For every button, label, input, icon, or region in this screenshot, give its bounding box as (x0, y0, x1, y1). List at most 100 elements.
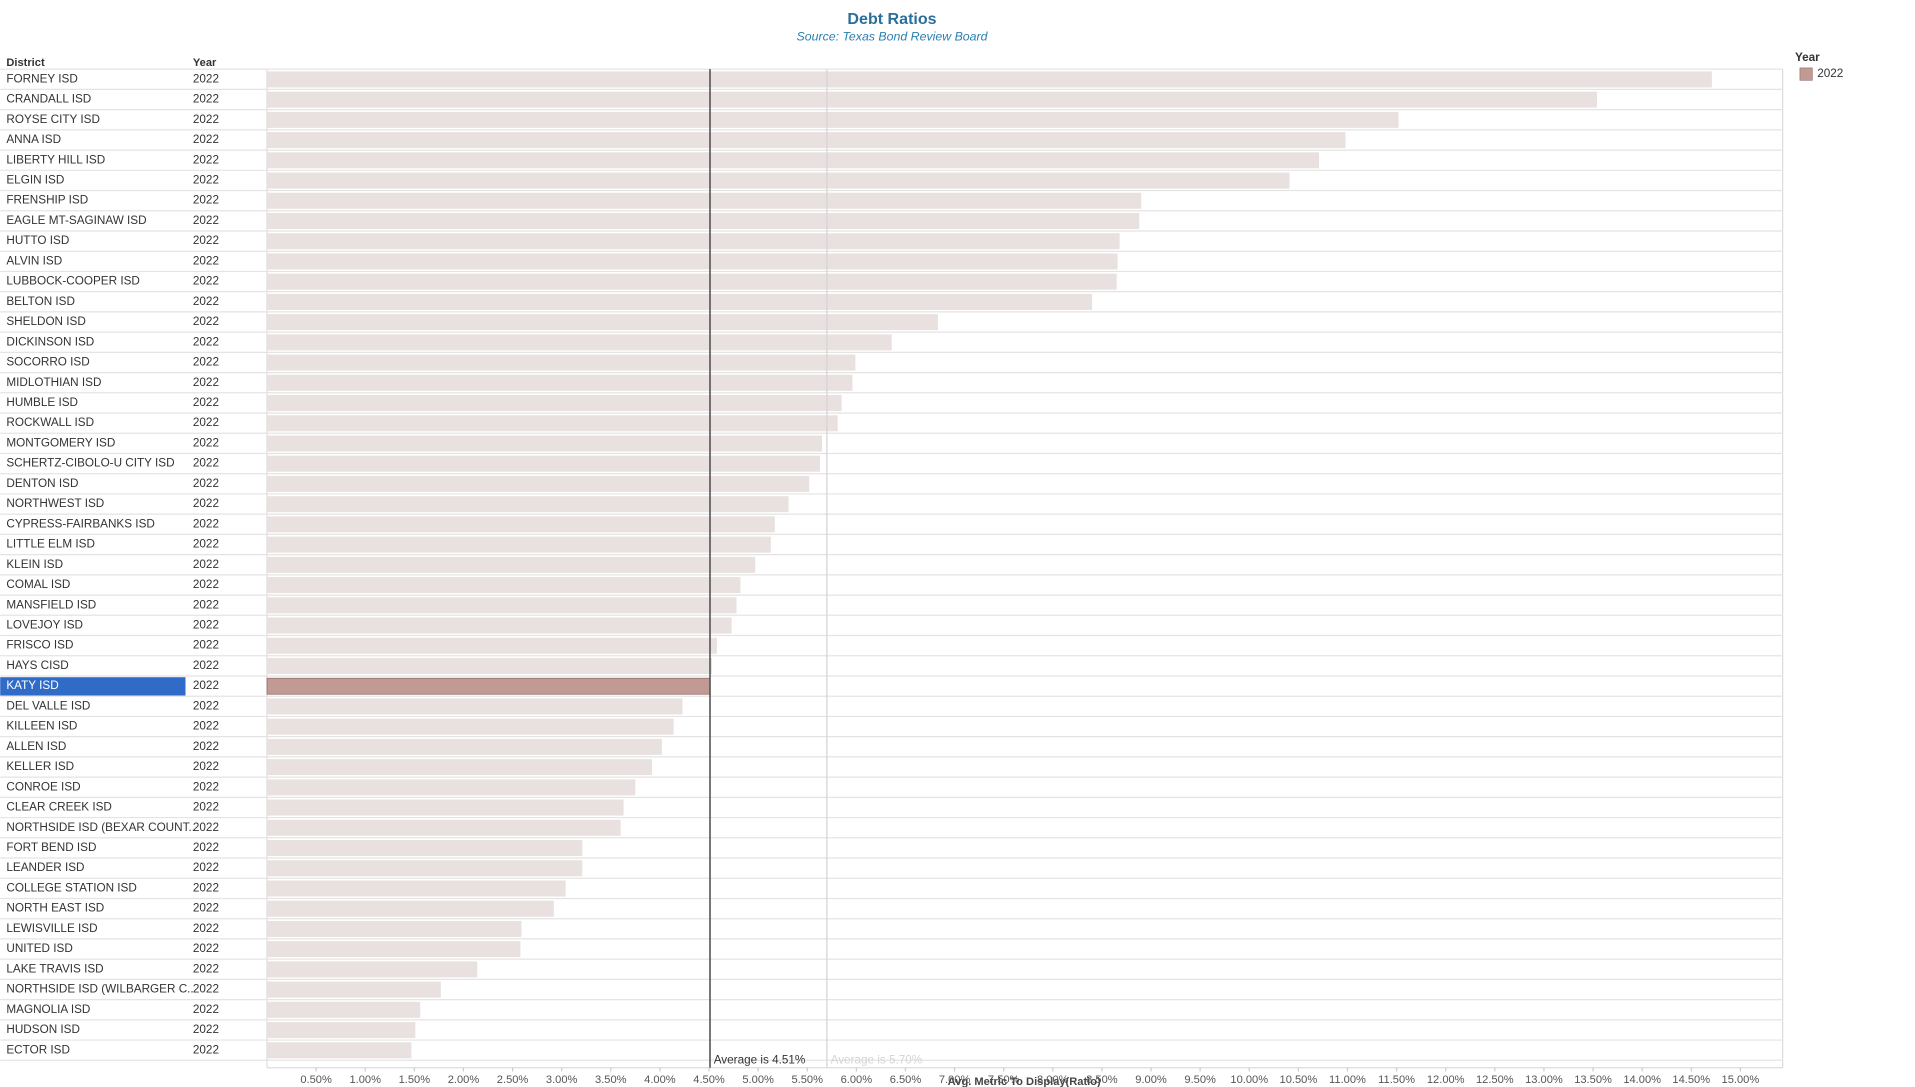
bar (267, 192, 1142, 209)
bar (267, 132, 1346, 149)
bar (267, 840, 583, 857)
year-label: 2022 (193, 558, 219, 571)
x-tick-label: 7.00% (939, 1074, 971, 1086)
year-label: 2022 (193, 194, 219, 207)
year-label: 2022 (193, 477, 219, 490)
x-tick-label: 7.50% (988, 1074, 1020, 1086)
row-label: LEWISVILLE ISD (6, 922, 97, 935)
row-label: HAYS CISD (6, 659, 68, 672)
year-label: 2022 (193, 174, 219, 187)
row-label: UNITED ISD (6, 942, 72, 955)
year-label: 2022 (193, 821, 219, 834)
row-label: CONROE ISD (6, 780, 80, 793)
row-label: NORTHSIDE ISD (BEXAR COUNT.. (6, 821, 195, 834)
x-tick-label: 2.50% (497, 1074, 529, 1086)
row-label: ECTOR ISD (6, 1043, 70, 1056)
row-label: MAGNOLIA ISD (6, 1003, 90, 1016)
bar (267, 880, 566, 897)
legend-title: Year (1795, 51, 1820, 64)
row-label: KATY ISD (6, 679, 58, 692)
year-label: 2022 (193, 942, 219, 955)
row-label: FORNEY ISD (6, 72, 77, 85)
bar (267, 233, 1120, 250)
year-label: 2022 (193, 517, 219, 530)
column-header: Year (193, 57, 217, 69)
bar (267, 961, 478, 978)
year-label: 2022 (193, 457, 219, 470)
row-label: ELGIN ISD (6, 174, 64, 187)
bar (267, 941, 521, 958)
row-label: COMAL ISD (6, 578, 70, 591)
x-tick-label: 14.00% (1623, 1074, 1661, 1086)
bar (267, 435, 822, 452)
bar (267, 374, 853, 391)
row-label: ALLEN ISD (6, 740, 66, 753)
year-label: 2022 (193, 720, 219, 733)
year-label: 2022 (193, 699, 219, 712)
row-label: NORTHSIDE ISD (WILBARGER C.. (6, 983, 193, 996)
year-label: 2022 (193, 801, 219, 814)
row-label: HUMBLE ISD (6, 396, 78, 409)
row-label: CYPRESS-FAIRBANKS ISD (6, 517, 154, 530)
bar (267, 920, 522, 937)
year-label: 2022 (193, 983, 219, 996)
row-label: NORTHWEST ISD (6, 497, 104, 510)
bar (267, 354, 856, 371)
x-tick-label: 3.00% (546, 1074, 578, 1086)
year-label: 2022 (193, 275, 219, 288)
row-label: ROCKWALL ISD (6, 416, 94, 429)
bar (267, 738, 662, 755)
row-label: ROYSE CITY ISD (6, 113, 100, 126)
bar (267, 900, 554, 917)
x-tick-label: 13.00% (1525, 1074, 1563, 1086)
year-label: 2022 (193, 396, 219, 409)
row-label: FRISCO ISD (6, 639, 73, 652)
year-label: 2022 (193, 356, 219, 369)
row-label: LITTLE ELM ISD (6, 538, 95, 551)
row-label: DENTON ISD (6, 477, 78, 490)
x-tick-label: 4.50% (693, 1074, 725, 1086)
x-tick-label: 12.50% (1476, 1074, 1514, 1086)
row-label: LEANDER ISD (6, 861, 84, 874)
year-label: 2022 (193, 416, 219, 429)
row-label: BELTON ISD (6, 295, 75, 308)
year-label: 2022 (193, 962, 219, 975)
bar (267, 111, 1399, 128)
bar (267, 455, 821, 472)
bar (267, 314, 938, 331)
x-tick-label: 5.00% (742, 1074, 774, 1086)
row-label: SHELDON ISD (6, 315, 85, 328)
bar (267, 253, 1118, 270)
x-tick-label: 2.00% (448, 1074, 480, 1086)
row-label: HUTTO ISD (6, 234, 69, 247)
chart-subtitle: Source: Texas Bond Review Board (797, 29, 989, 43)
chart-title: Debt Ratios (847, 10, 936, 28)
x-tick-label: 12.00% (1427, 1074, 1465, 1086)
bar (267, 1001, 421, 1018)
row-label: KLEIN ISD (6, 558, 63, 571)
x-tick-label: 4.00% (644, 1074, 676, 1086)
reference-label: Average is 5.70% (831, 1053, 923, 1066)
x-tick-label: 9.50% (1184, 1074, 1216, 1086)
x-tick-label: 10.50% (1280, 1074, 1318, 1086)
year-label: 2022 (193, 295, 219, 308)
bar (267, 475, 810, 492)
year-label: 2022 (193, 760, 219, 773)
year-label: 2022 (193, 922, 219, 935)
year-label: 2022 (193, 254, 219, 267)
row-label: DEL VALLE ISD (6, 699, 90, 712)
year-label: 2022 (193, 679, 219, 692)
bar (267, 91, 1597, 108)
year-label: 2022 (193, 436, 219, 449)
bar (267, 516, 775, 533)
row-label: KELLER ISD (6, 760, 74, 773)
bar (267, 577, 741, 594)
year-label: 2022 (193, 902, 219, 915)
year-label: 2022 (193, 740, 219, 753)
row-label: LAKE TRAVIS ISD (6, 962, 103, 975)
year-label: 2022 (193, 841, 219, 854)
bar (267, 415, 838, 432)
bar (267, 536, 771, 553)
bar (267, 779, 636, 796)
